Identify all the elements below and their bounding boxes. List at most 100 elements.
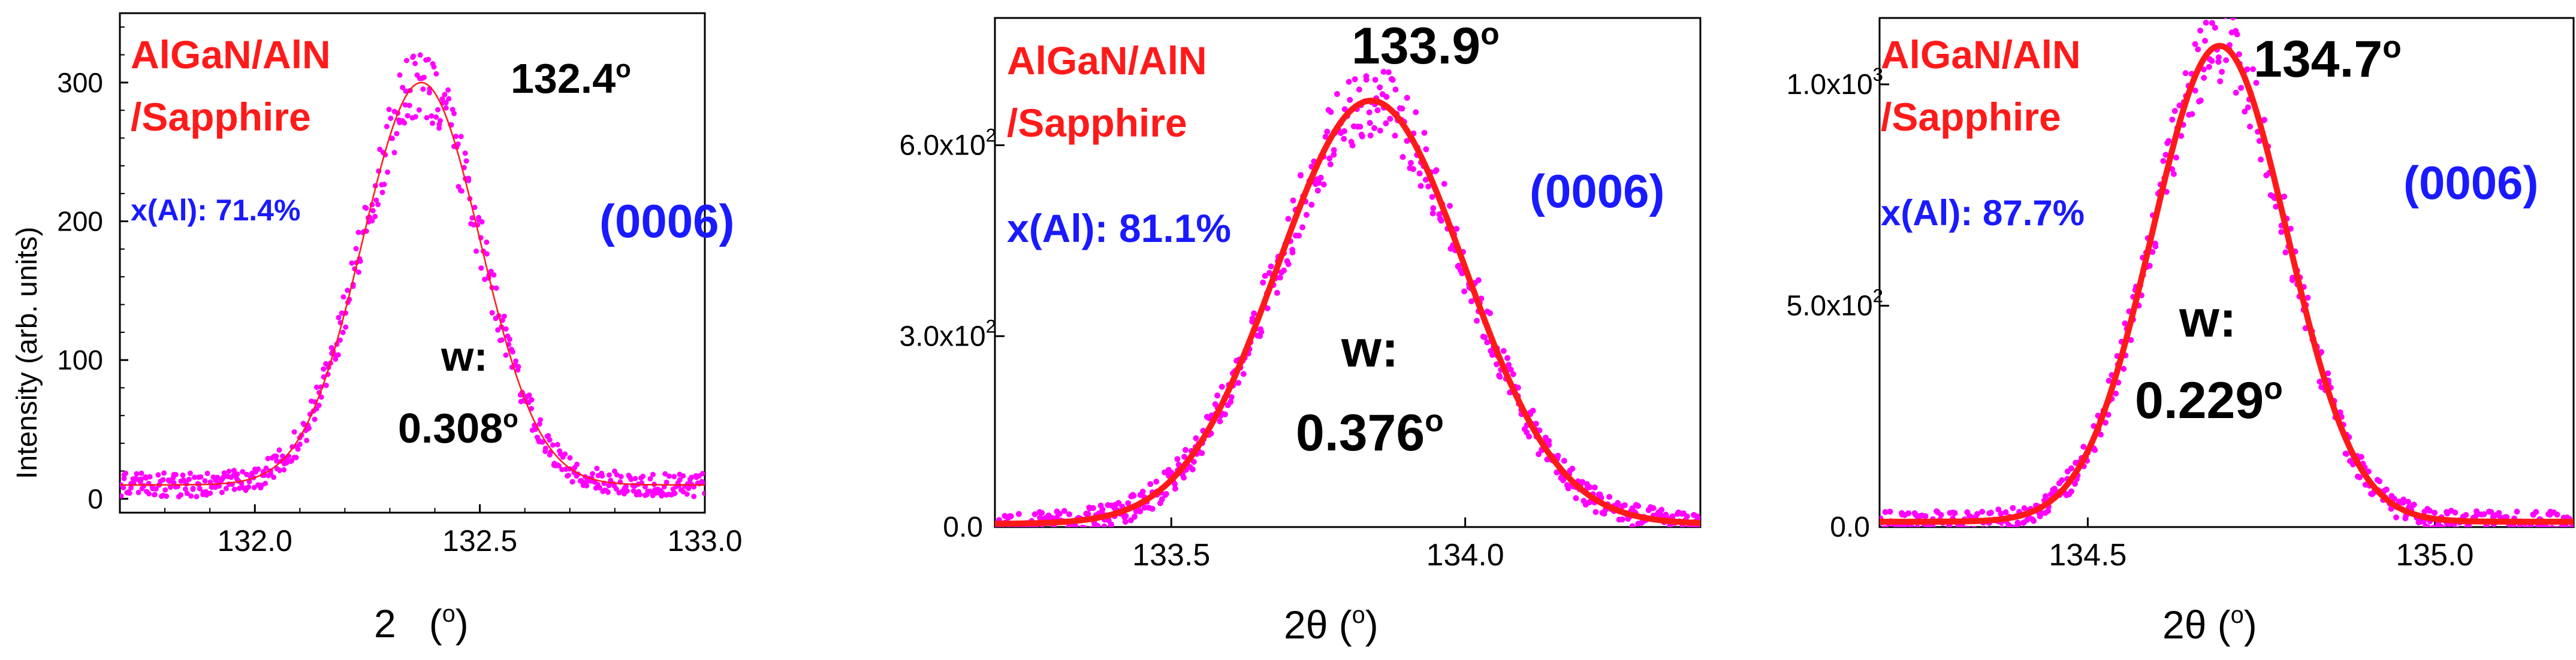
data-point	[2247, 123, 2253, 130]
data-point	[1506, 362, 1512, 368]
data-point	[1359, 133, 1365, 140]
data-point	[1217, 418, 1223, 425]
data-point	[677, 477, 683, 483]
data-point	[1987, 510, 1994, 516]
data-point	[554, 441, 560, 447]
data-point	[276, 447, 282, 453]
data-point	[426, 56, 432, 62]
data-point	[1482, 334, 1488, 341]
data-point	[538, 417, 544, 423]
data-point	[479, 219, 485, 225]
data-point	[1172, 485, 1178, 492]
data-point	[161, 470, 167, 476]
data-point	[2533, 508, 2539, 515]
data-point	[2106, 377, 2112, 384]
data-point	[547, 437, 553, 443]
y-tick-exponent: 3	[1873, 64, 1883, 85]
data-point	[540, 439, 545, 445]
data-point	[691, 494, 697, 499]
data-point	[403, 88, 409, 94]
data-point	[1147, 481, 1154, 488]
data-point	[1123, 513, 1129, 519]
data-point	[2201, 75, 2207, 81]
data-point	[2202, 38, 2208, 44]
data-point	[590, 471, 596, 477]
data-point	[2261, 117, 2268, 123]
data-point	[204, 470, 210, 476]
data-point	[1655, 526, 1657, 527]
data-point	[135, 489, 141, 495]
x-axis-label: 2θ (o)	[2162, 602, 2257, 647]
data-point	[2503, 514, 2510, 520]
data-point	[1430, 205, 1437, 211]
data-point	[1277, 274, 1283, 281]
data-point	[2105, 411, 2112, 418]
sample-label-line1: AlGaN/AlN	[131, 32, 331, 77]
data-point	[2122, 320, 2128, 326]
x-tick-label: 133.5	[1132, 538, 1210, 573]
data-point	[1068, 526, 1073, 527]
y-tick-label: 200	[57, 206, 103, 237]
data-point	[1264, 305, 1271, 311]
plot-a: 132.0 132.5 133.0 0 100 200 300	[57, 12, 743, 558]
data-point	[1061, 508, 1067, 514]
data-point	[180, 472, 186, 478]
fit-curve	[120, 81, 705, 486]
plot-area	[995, 68, 1700, 537]
data-point	[231, 468, 237, 473]
data-point	[2316, 379, 2323, 385]
data-point	[1494, 361, 1500, 368]
data-point	[2478, 528, 2484, 534]
data-point	[1331, 152, 1337, 158]
data-point	[473, 248, 479, 254]
data-point	[2203, 19, 2209, 26]
data-point	[173, 472, 179, 477]
data-point	[2514, 508, 2520, 515]
data-point	[1679, 530, 1685, 536]
data-point	[1367, 132, 1374, 139]
data-point	[1417, 183, 1424, 189]
data-point	[2010, 505, 2016, 511]
data-point	[160, 477, 166, 483]
data-point	[1030, 531, 1036, 537]
data-point	[489, 310, 495, 316]
data-point	[605, 489, 611, 495]
data-point	[2072, 480, 2078, 487]
data-point	[1356, 86, 1362, 93]
data-point	[2059, 477, 2065, 483]
y-tick-label: 300	[57, 67, 103, 98]
data-point	[1334, 91, 1340, 97]
panel-a: 132.0 132.5 133.0 0 100 200 300 AlGaN/AlN /Sap…	[0, 0, 827, 660]
data-point	[202, 478, 208, 484]
data-point	[1438, 217, 1444, 224]
reflection-label: (0006)	[2403, 156, 2539, 209]
data-point	[2242, 108, 2248, 115]
data-point	[126, 491, 132, 496]
data-point	[2223, 12, 2229, 18]
data-point	[2278, 229, 2285, 235]
data-point	[1429, 210, 1436, 217]
data-point	[2209, 57, 2215, 64]
data-point	[268, 471, 274, 477]
data-point	[1377, 128, 1383, 134]
data-point	[1421, 129, 1428, 136]
width-label: w:	[2179, 290, 2237, 348]
peak-position-label: 133.9o	[1352, 16, 1500, 75]
data-point	[1453, 226, 1460, 232]
data-point	[335, 352, 341, 358]
data-point	[1474, 317, 1480, 324]
data-point	[2223, 57, 2230, 63]
data-point	[493, 285, 499, 291]
data-point	[2455, 526, 2460, 527]
data-point	[1981, 526, 1984, 527]
data-point	[1425, 183, 1432, 190]
data-point	[2212, 25, 2218, 31]
y-tick-label: 0.0	[943, 511, 983, 543]
data-point	[1183, 447, 1189, 453]
y-tick-label: 100	[57, 344, 103, 376]
data-point	[1153, 479, 1160, 485]
data-point	[406, 102, 412, 108]
data-point	[2488, 509, 2494, 515]
data-point	[1141, 504, 1148, 511]
data-point	[1383, 120, 1389, 126]
